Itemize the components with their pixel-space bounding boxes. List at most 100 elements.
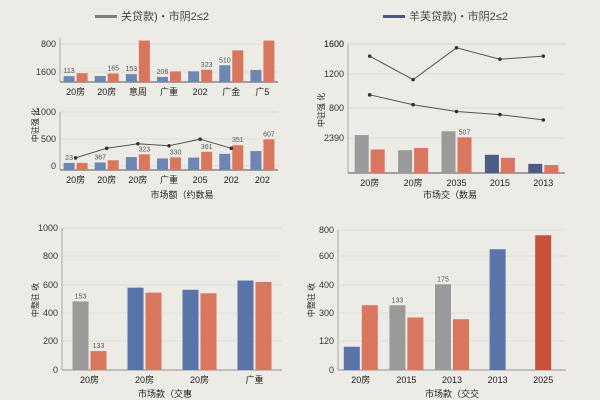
bar — [200, 293, 217, 370]
data-label: 351 — [232, 137, 244, 144]
bar — [157, 76, 168, 82]
bar — [138, 40, 150, 82]
bar — [544, 165, 559, 173]
y-tick-label: 400 — [319, 280, 334, 290]
bar — [125, 74, 137, 82]
line-point — [498, 112, 502, 117]
y-tick-label: 500 — [41, 134, 56, 144]
bar — [255, 281, 272, 370]
bar — [182, 289, 199, 370]
data-label: 133 — [93, 343, 105, 350]
y-tick-label: 1600 — [36, 67, 56, 77]
category-label: 20房 — [351, 374, 370, 385]
y-tick-label: 1600 — [324, 39, 344, 49]
y-tick-label: 1000 — [36, 107, 56, 117]
y-tick-label: 800 — [329, 103, 344, 113]
y-axis-title: 中整驻 收 — [306, 283, 316, 317]
y-tick-label: 0 — [53, 365, 58, 375]
category-label: 2013 — [533, 178, 553, 188]
x-axis-title: 市场款（交交 — [425, 388, 479, 399]
bar — [232, 145, 244, 170]
bar — [535, 235, 552, 370]
bar — [250, 151, 262, 170]
x-axis-title: 市场款（交惠 — [138, 388, 192, 399]
bar — [528, 163, 543, 173]
y-tick-label: 400 — [43, 308, 58, 318]
bar — [237, 280, 254, 370]
category-label: 20房 — [128, 174, 147, 185]
bar — [201, 69, 213, 82]
bar — [263, 40, 275, 82]
y-tick-label: 0 — [329, 365, 334, 375]
bar — [157, 158, 168, 170]
category-label: 20房 — [66, 86, 85, 97]
data-label: 113 — [63, 68, 74, 75]
line-point — [411, 77, 415, 82]
data-label: 133 — [392, 297, 404, 304]
bar — [188, 71, 200, 82]
category-label: 广重 — [160, 86, 178, 97]
category-label: 广5 — [255, 86, 269, 97]
bar — [188, 157, 200, 170]
category-label: 2013 — [488, 375, 508, 385]
category-label: 202 — [224, 175, 239, 185]
category-label: 20房 — [190, 374, 209, 385]
category-label: 2013 — [442, 375, 462, 385]
category-label: 20房 — [66, 174, 85, 185]
bar — [170, 71, 181, 82]
legend-swatch-navy — [383, 14, 405, 18]
line-point — [198, 137, 202, 142]
y-tick-label: 1200 — [324, 69, 344, 79]
category-label: 20房 — [97, 86, 116, 97]
bar — [370, 149, 385, 173]
bar — [72, 301, 89, 370]
line-point — [541, 118, 546, 122]
line-point — [498, 57, 502, 61]
bar — [125, 157, 137, 170]
data-label: 367 — [94, 154, 106, 161]
bar — [63, 76, 75, 82]
bar — [170, 157, 181, 170]
line-point — [104, 146, 109, 151]
line-point — [229, 146, 234, 151]
bar — [343, 346, 360, 370]
category-label: 广重 — [160, 174, 178, 185]
y-tick-label: 200 — [43, 336, 58, 346]
data-label: 607 — [263, 131, 275, 138]
category-label: 2035 — [446, 178, 466, 188]
bar — [398, 150, 413, 173]
line-point — [136, 141, 140, 146]
category-label: 20房 — [80, 374, 99, 385]
y-tick-label: 300 — [319, 308, 334, 318]
bar — [145, 292, 162, 370]
legend-right: 羊芙贷款)・市阴2≤2 — [383, 8, 508, 24]
data-label: 323 — [139, 146, 151, 153]
y-tick-label: 800 — [43, 251, 58, 261]
y-axis-title: 中驻强 化 — [316, 93, 326, 127]
category-label: 20房 — [97, 174, 116, 185]
bar — [94, 75, 106, 82]
data-label: 330 — [170, 149, 182, 156]
category-label: 202 — [193, 87, 208, 97]
line-point — [411, 102, 415, 107]
data-label: 510 — [219, 57, 231, 64]
bar — [489, 249, 506, 370]
data-label: 507 — [459, 129, 471, 136]
bar — [500, 157, 515, 173]
y-axis-title: 中整驻 收 — [30, 283, 40, 317]
bar — [219, 65, 231, 82]
line-point — [167, 143, 171, 148]
bar — [250, 69, 262, 82]
category-label: 205 — [193, 175, 208, 185]
series-line — [75, 138, 232, 159]
data-label: 153 — [75, 293, 87, 300]
line-point — [367, 93, 372, 97]
bar — [389, 305, 406, 370]
category-label: 2015 — [396, 375, 416, 385]
category-label: 20房 — [135, 374, 154, 385]
bar — [263, 139, 275, 170]
